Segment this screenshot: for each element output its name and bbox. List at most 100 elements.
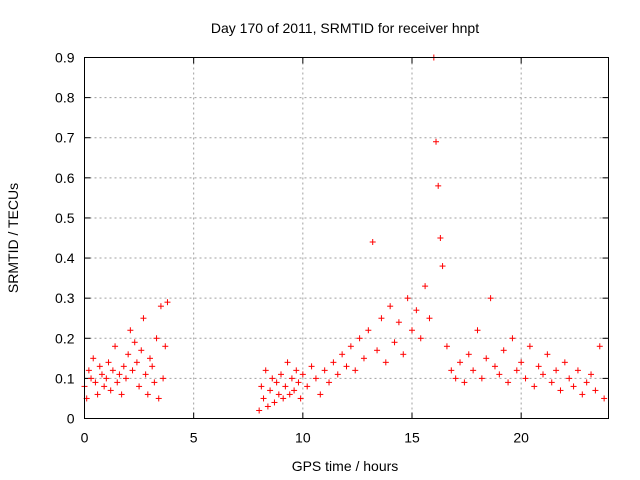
data-point <box>297 395 304 402</box>
data-point <box>116 371 123 378</box>
data-point <box>92 379 99 386</box>
x-tick-label: 15 <box>404 430 420 446</box>
data-point <box>470 367 477 374</box>
data-point <box>312 375 319 382</box>
data-point <box>387 303 394 310</box>
chart-title: Day 170 of 2011, SRMTID for receiver hnp… <box>211 20 479 36</box>
data-point <box>256 407 263 414</box>
data-point <box>129 367 136 374</box>
data-point <box>487 295 494 302</box>
data-point <box>548 379 555 386</box>
y-tick-label: 0.5 <box>55 210 75 226</box>
data-point <box>138 347 145 354</box>
data-point <box>426 315 433 322</box>
data-point <box>518 359 525 366</box>
data-point <box>448 367 455 374</box>
data-point <box>483 355 490 362</box>
plot-frame <box>84 57 609 419</box>
data-point <box>347 343 354 350</box>
y-tick-label: 0.7 <box>55 130 75 146</box>
data-point <box>88 375 95 382</box>
data-point <box>273 379 280 386</box>
data-point <box>330 359 337 366</box>
data-point <box>109 367 116 374</box>
data-point <box>409 327 415 334</box>
y-tick-label: 0.8 <box>55 90 75 106</box>
data-point <box>404 295 411 302</box>
data-point <box>308 363 315 370</box>
data-point <box>90 355 97 362</box>
data-point <box>149 363 156 370</box>
data-point <box>457 359 464 366</box>
y-axis-label: SRMTID / TECUs <box>5 183 21 293</box>
data-point <box>339 351 346 358</box>
data-point <box>553 367 560 374</box>
data-point <box>439 263 446 270</box>
data-point <box>544 351 551 358</box>
x-axis-label: GPS time / hours <box>292 458 399 474</box>
data-point <box>293 367 300 374</box>
data-point <box>153 335 160 342</box>
data-point <box>160 375 167 382</box>
data-point <box>588 371 595 378</box>
x-tick-label: 10 <box>295 430 311 446</box>
x-tick-label: 0 <box>81 430 89 446</box>
data-point <box>122 375 129 382</box>
data-point <box>278 371 284 378</box>
data-point <box>382 359 389 366</box>
data-point <box>378 315 385 322</box>
data-point <box>155 395 162 402</box>
y-tick-label: 0.2 <box>55 330 75 346</box>
data-point <box>365 327 372 334</box>
data-point <box>496 371 503 378</box>
data-point <box>144 391 151 398</box>
data-point <box>352 367 359 374</box>
data-point <box>570 383 577 390</box>
data-point <box>574 367 581 374</box>
data-point <box>133 359 140 366</box>
data-point <box>282 383 289 390</box>
data-point <box>452 375 459 382</box>
data-point <box>103 375 110 382</box>
y-tick-label: 0.3 <box>55 290 75 306</box>
data-point <box>433 138 440 145</box>
data-point <box>98 371 105 378</box>
data-point <box>465 351 472 358</box>
data-point <box>291 387 298 394</box>
data-point <box>164 299 171 306</box>
data-point <box>505 379 512 386</box>
data-point <box>557 387 564 394</box>
data-point <box>96 363 103 370</box>
data-point <box>280 395 287 402</box>
data-point <box>596 343 603 350</box>
data-point <box>118 391 125 398</box>
data-point <box>526 343 533 350</box>
data-point <box>288 375 295 382</box>
data-point <box>513 367 520 374</box>
data-point <box>356 335 363 342</box>
data-point <box>422 283 429 290</box>
data-point <box>317 391 324 398</box>
data-point <box>295 379 302 386</box>
y-tick-label: 0.1 <box>55 370 75 386</box>
data-point <box>583 379 590 386</box>
data-point <box>157 303 164 310</box>
data-point <box>162 343 169 350</box>
data-point <box>125 351 132 358</box>
data-point <box>269 375 276 382</box>
data-point <box>522 375 529 382</box>
data-point <box>461 379 468 386</box>
data-point <box>509 335 516 342</box>
data-point <box>535 363 542 370</box>
data-point <box>286 391 293 398</box>
grid-lines <box>84 57 609 419</box>
data-point <box>260 395 267 402</box>
data-point <box>127 327 134 334</box>
data-point <box>334 371 341 378</box>
data-point <box>395 319 402 326</box>
data-point <box>140 315 147 322</box>
data-point <box>105 359 112 366</box>
data-point <box>478 375 485 382</box>
data-point <box>500 347 507 354</box>
